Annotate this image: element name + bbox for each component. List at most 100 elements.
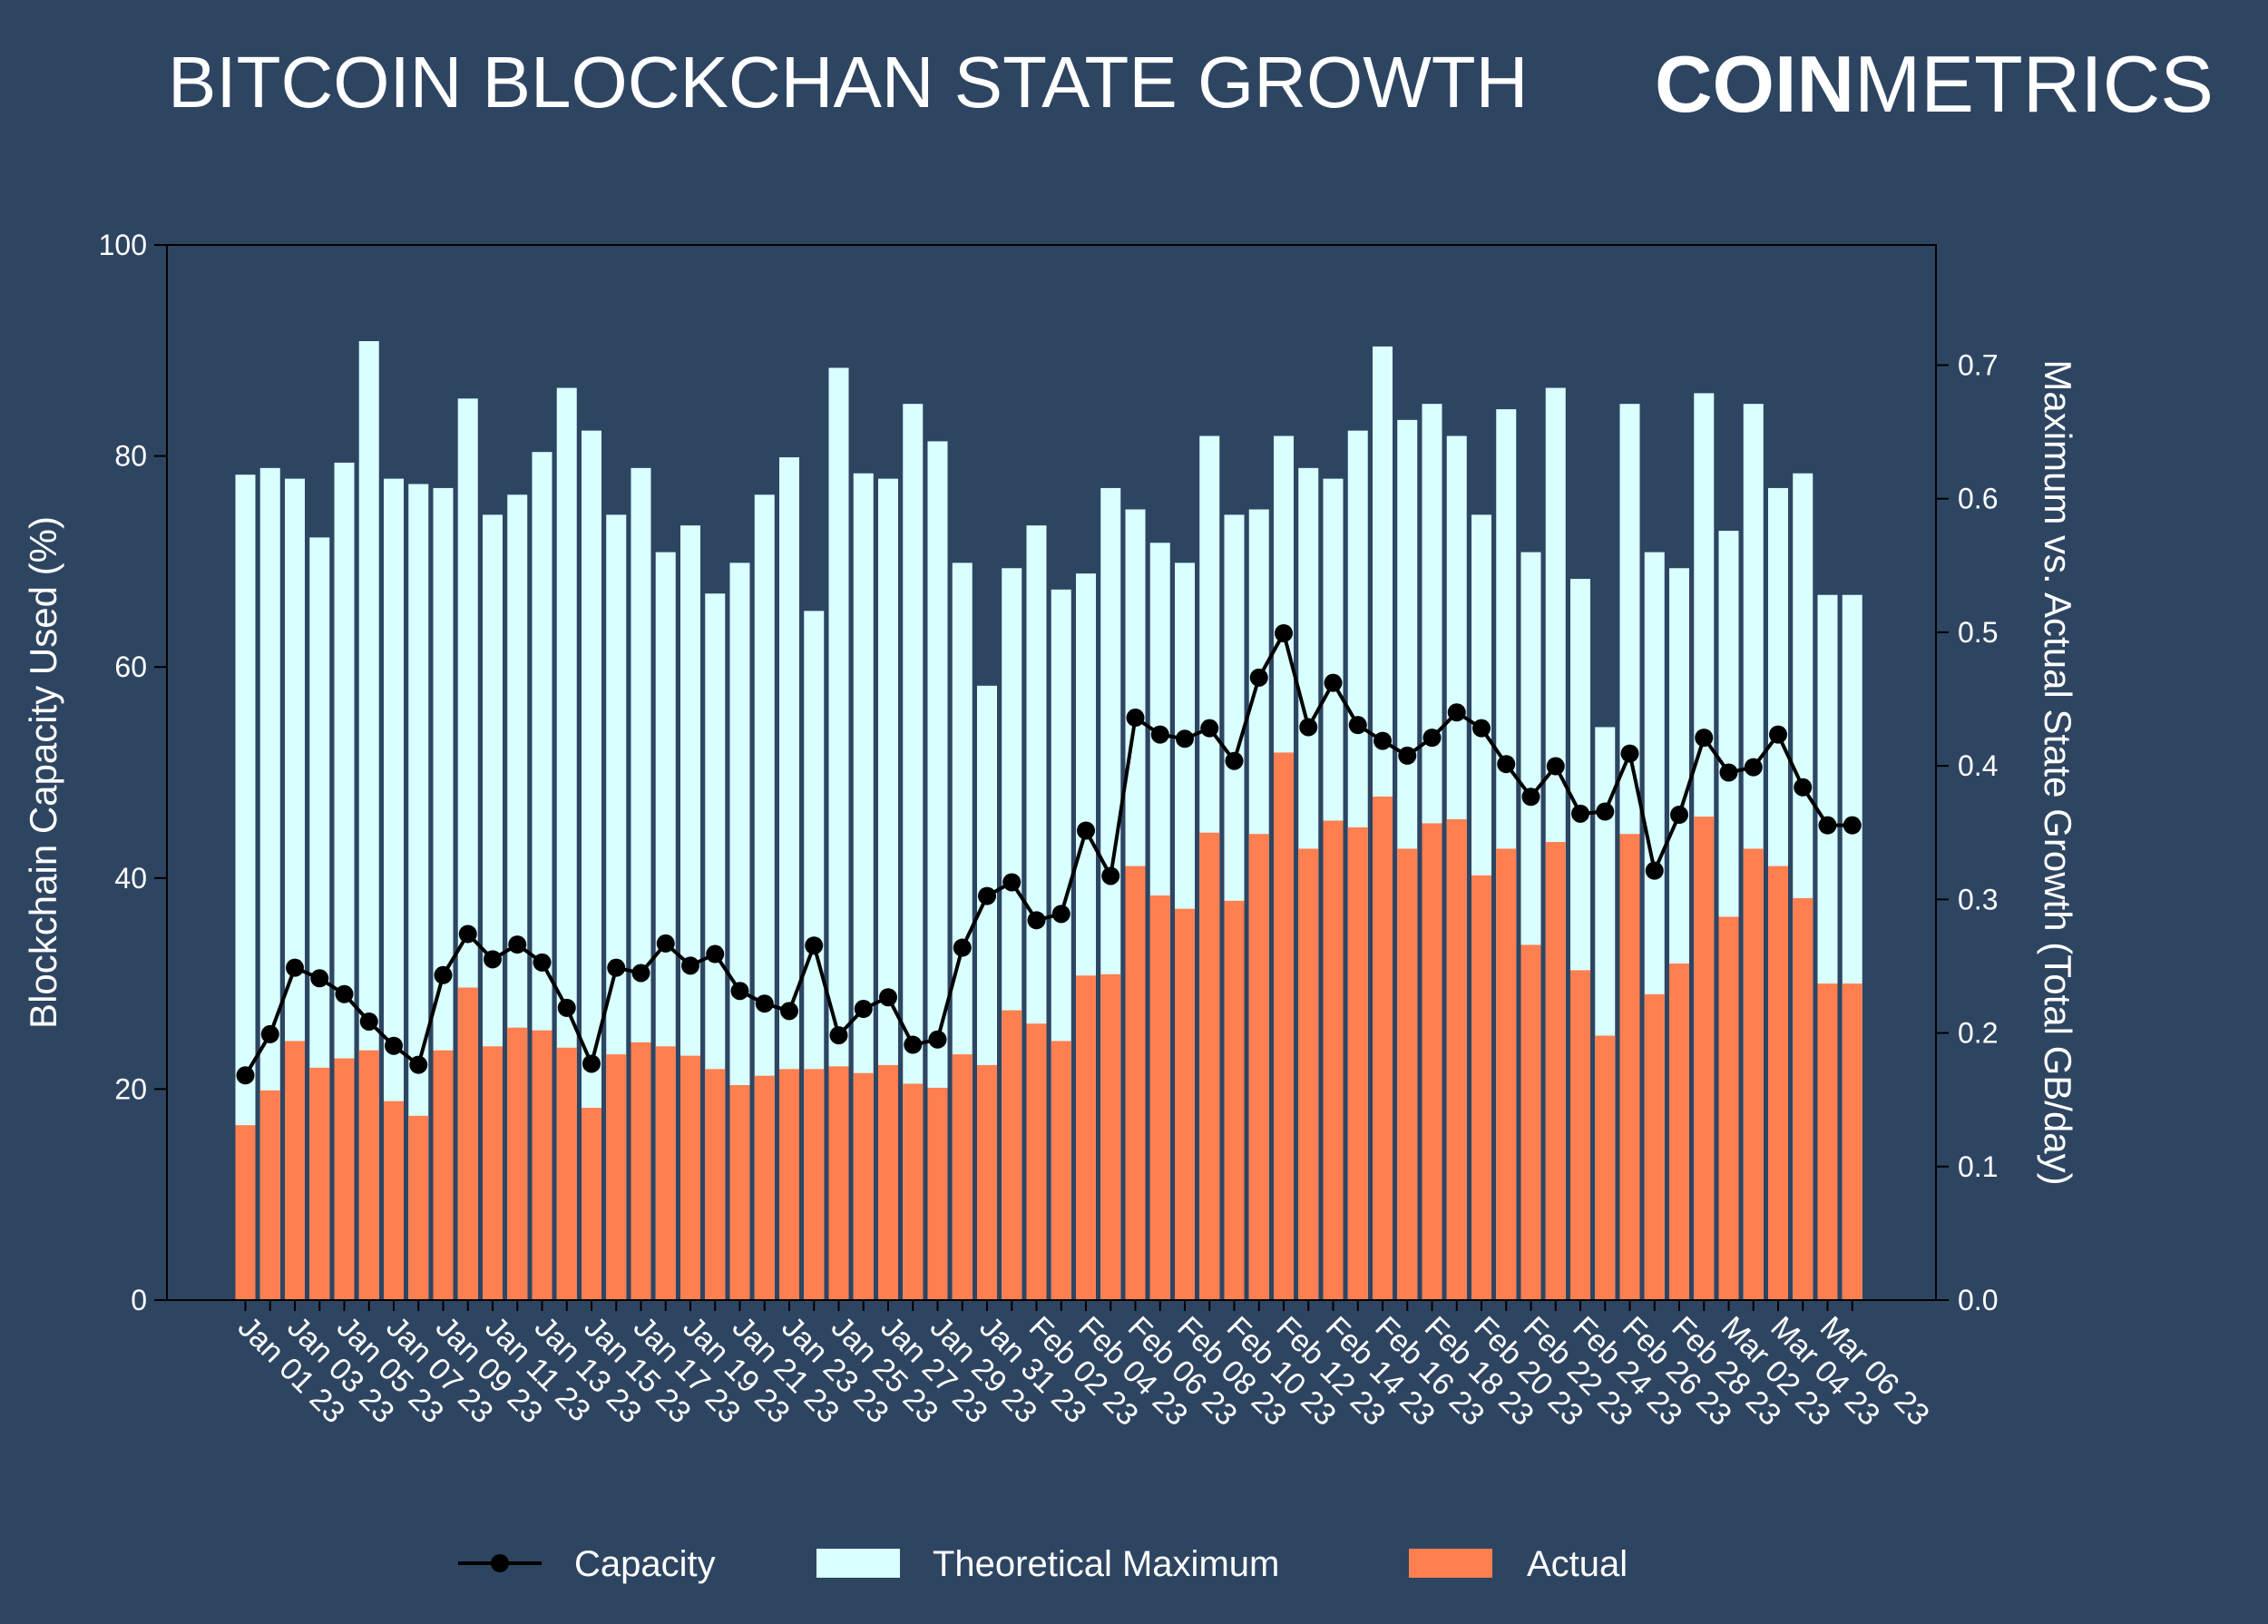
bar-actual	[285, 1041, 305, 1300]
capacity-point	[1348, 716, 1367, 735]
bar-actual	[853, 1072, 874, 1300]
capacity-point	[631, 964, 650, 983]
bar-actual	[334, 1058, 355, 1300]
capacity-point	[1719, 763, 1738, 782]
bar-actual	[483, 1046, 503, 1300]
bar-actual	[977, 1064, 997, 1300]
bar-actual	[1496, 848, 1517, 1300]
bar-theoretical-maximum	[927, 441, 948, 1300]
capacity-point	[1620, 744, 1639, 763]
capacity-point	[434, 965, 453, 984]
bar-actual	[1051, 1041, 1071, 1300]
capacity-point	[780, 1002, 798, 1021]
capacity-point	[385, 1036, 403, 1055]
bar-actual	[1619, 834, 1640, 1300]
capacity-point	[260, 1024, 279, 1043]
y-tick-label-right: 0.0	[1958, 1284, 1998, 1316]
bar-actual	[1743, 848, 1764, 1300]
y-tick-label-right: 0.2	[1958, 1017, 1998, 1050]
bar-actual	[433, 1050, 454, 1300]
capacity-point	[1645, 861, 1664, 880]
y-tick-label-left: 20	[114, 1072, 147, 1105]
legend-theoretical-maximum-label: Theoretical Maximum	[933, 1544, 1279, 1584]
bar-actual	[1100, 973, 1121, 1300]
bar-actual	[556, 1047, 577, 1300]
bar-actual	[1224, 900, 1245, 1300]
bar-actual	[384, 1101, 404, 1300]
capacity-point	[904, 1035, 923, 1054]
legend-capacity-marker	[491, 1554, 509, 1572]
bar-actual	[235, 1125, 256, 1300]
capacity-point	[1422, 729, 1442, 748]
bar-actual	[358, 1050, 379, 1300]
bar-actual	[1768, 866, 1788, 1300]
bar-actual	[1644, 993, 1665, 1300]
bar-actual	[655, 1046, 676, 1300]
legend-capacity-label: Capacity	[574, 1544, 716, 1584]
y-axis-left-label: Blockchain Capacity Used (%)	[22, 516, 64, 1029]
bar-actual	[1545, 842, 1566, 1300]
bar-actual	[1817, 983, 1838, 1300]
brand-logo-light: METRICS	[1854, 39, 2214, 129]
capacity-point	[1398, 746, 1417, 765]
y-axis-right: 0.0 0.1 0.2 0.3 0.4 0.5 0.6 0.7	[1936, 348, 1998, 1316]
y-tick-label-left: 0	[131, 1284, 147, 1316]
capacity-point	[1521, 788, 1540, 807]
capacity-point	[978, 886, 996, 905]
y-tick-label-right: 0.3	[1958, 883, 1998, 915]
capacity-point	[1150, 725, 1169, 744]
bar-theoretical-maximum	[582, 430, 601, 1300]
bar-actual	[1323, 820, 1344, 1300]
bar-actual	[1298, 848, 1319, 1300]
capacity-point	[730, 982, 749, 1001]
bar-actual	[1199, 832, 1220, 1300]
bar-actual	[507, 1027, 528, 1300]
capacity-point	[928, 1030, 947, 1049]
capacity-point	[1299, 718, 1318, 737]
y-tick-label-right: 0.1	[1958, 1150, 1998, 1183]
bar-actual	[754, 1075, 775, 1300]
capacity-point	[582, 1054, 601, 1073]
bar-actual	[606, 1054, 627, 1300]
bar-actual	[532, 1030, 552, 1300]
bar-group	[235, 340, 1862, 1301]
capacity-point	[1596, 802, 1615, 821]
capacity-point	[310, 969, 329, 988]
capacity-line-group	[236, 623, 1862, 1085]
bar-actual	[903, 1083, 924, 1300]
capacity-point	[1744, 758, 1763, 777]
bar-actual	[1274, 752, 1294, 1300]
y-tick-label-right: 0.5	[1958, 616, 1998, 649]
capacity-point	[1200, 719, 1219, 738]
bar-actual	[1595, 1035, 1616, 1300]
capacity-point	[236, 1066, 255, 1085]
bar-actual	[1842, 983, 1862, 1300]
bar-actual	[1149, 895, 1170, 1300]
legend-actual-swatch	[1409, 1549, 1492, 1578]
bar-actual	[1520, 944, 1541, 1300]
capacity-point	[484, 950, 502, 969]
y-axis-left: 0 20 40 60 80 100	[99, 229, 167, 1316]
capacity-point	[1176, 729, 1194, 748]
capacity-point	[335, 984, 354, 1003]
capacity-point	[1571, 804, 1589, 823]
capacity-point	[1374, 731, 1392, 750]
capacity-point	[1670, 806, 1688, 825]
legend: Capacity Theoretical Maximum Actual	[458, 1544, 1628, 1584]
capacity-point	[1324, 673, 1343, 692]
bar-actual	[878, 1064, 898, 1300]
bar-actual	[631, 1042, 651, 1300]
y-tick-label-left: 40	[114, 862, 147, 895]
y-tick-label-left: 60	[114, 651, 147, 683]
capacity-point	[1447, 703, 1466, 722]
bar-actual	[259, 1090, 280, 1300]
capacity-point	[706, 944, 725, 964]
bar-actual	[309, 1067, 330, 1300]
capacity-point	[854, 1000, 873, 1019]
bar-actual	[828, 1066, 849, 1300]
bar-actual	[779, 1069, 799, 1300]
capacity-point	[829, 1026, 848, 1045]
